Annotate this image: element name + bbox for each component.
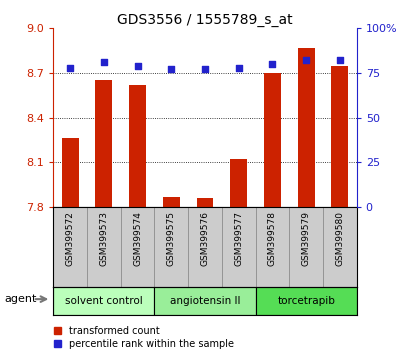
Text: solvent control: solvent control — [65, 296, 142, 306]
Bar — [53, 207, 87, 287]
Text: torcetrapib: torcetrapib — [276, 296, 334, 306]
Bar — [53, 287, 154, 315]
Bar — [322, 207, 356, 287]
Bar — [120, 207, 154, 287]
Bar — [188, 207, 221, 287]
Bar — [289, 207, 322, 287]
Point — [336, 58, 342, 63]
Title: GDS3556 / 1555789_s_at: GDS3556 / 1555789_s_at — [117, 13, 292, 27]
Point — [302, 58, 309, 63]
Text: GSM399574: GSM399574 — [133, 211, 142, 266]
Bar — [221, 207, 255, 287]
Point — [268, 61, 275, 67]
Text: GSM399576: GSM399576 — [200, 211, 209, 266]
Text: GSM399572: GSM399572 — [65, 211, 74, 266]
Bar — [154, 287, 255, 315]
Text: agent: agent — [4, 294, 36, 304]
Bar — [62, 138, 79, 207]
Text: GSM399580: GSM399580 — [335, 211, 344, 266]
Point — [235, 65, 241, 70]
Legend: transformed count, percentile rank within the sample: transformed count, percentile rank withi… — [54, 326, 233, 349]
Bar — [263, 73, 280, 207]
Bar — [129, 85, 146, 207]
Bar — [255, 287, 356, 315]
Bar — [255, 207, 289, 287]
Bar — [95, 80, 112, 207]
Text: GSM399578: GSM399578 — [267, 211, 276, 266]
Bar — [330, 65, 347, 207]
Text: GSM399573: GSM399573 — [99, 211, 108, 266]
Text: GSM399577: GSM399577 — [234, 211, 243, 266]
Point — [100, 59, 107, 65]
Bar — [87, 207, 120, 287]
Point — [201, 67, 208, 72]
Bar — [154, 207, 188, 287]
Bar — [297, 48, 314, 207]
Point — [134, 63, 141, 69]
Point — [168, 67, 174, 72]
Bar — [230, 159, 247, 207]
Text: angiotensin II: angiotensin II — [169, 296, 240, 306]
Bar — [196, 198, 213, 207]
Text: GSM399579: GSM399579 — [301, 211, 310, 266]
Bar — [162, 196, 179, 207]
Text: GSM399575: GSM399575 — [166, 211, 175, 266]
Point — [67, 65, 73, 70]
